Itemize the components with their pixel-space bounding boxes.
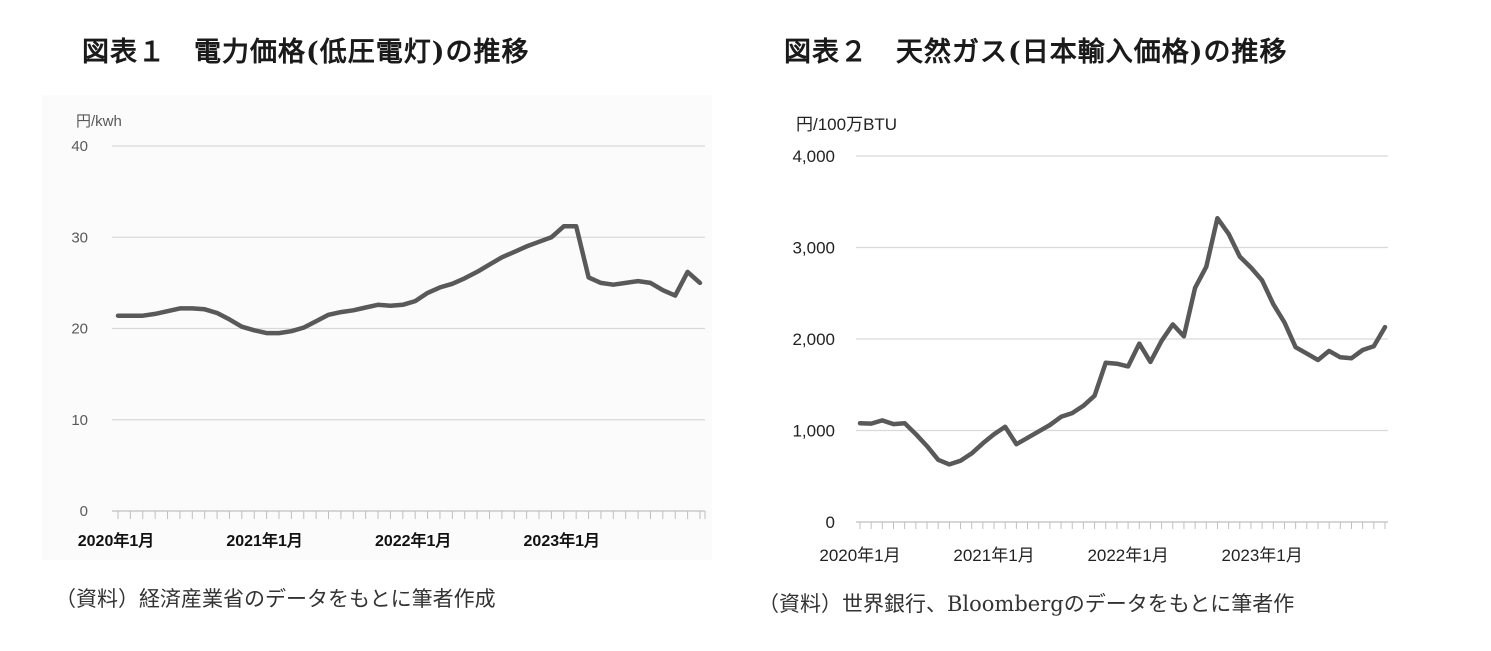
series-line (857, 215, 1388, 467)
y-tick-label: 1,000 (792, 422, 835, 441)
y-tick-label: 40 (71, 138, 88, 155)
x-tick-label: 2020年1月 (819, 546, 900, 565)
natural-gas-price-chart: 0 1,000 2,000 3,000 4,000 2020年1月 2021年1月 2022年… (792, 115, 1388, 565)
y-tick-label: 4,000 (792, 147, 835, 166)
electricity-price-chart: 0 10 20 30 40 2020年1月 2021年1月 2022年1月 2023年1月 円/k… (42, 95, 712, 560)
x-tick-label: 2021年1月 (953, 546, 1034, 565)
x-tick-label: 2020年1月 (78, 531, 155, 550)
x-tick-label: 2022年1月 (1087, 546, 1168, 565)
figure-2-title: 図表２ 天然ガス(日本輸入価格)の推移 (784, 37, 1288, 68)
x-tick-label: 2021年1月 (226, 531, 303, 550)
y-tick-label: 3,000 (792, 239, 835, 258)
y-tick-label: 30 (71, 229, 88, 246)
figure-1-panel: 図表１ 電力価格(低圧電灯)の推移 0 10 20 30 40 2020年1月 2021年1… (0, 0, 740, 651)
y-tick-label: 10 (71, 412, 88, 429)
x-tick-label: 2022年1月 (375, 531, 452, 550)
y-axis-unit-label: 円/100万BTU (796, 115, 897, 134)
y-axis-unit-label: 円/kwh (76, 113, 122, 130)
y-tick-label: 20 (71, 321, 88, 338)
x-tick-label: 2023年1月 (524, 531, 601, 550)
x-tick-label: 2023年1月 (1221, 546, 1302, 565)
y-tick-label: 0 (826, 513, 835, 532)
figure-1-source: （資料）経済産業省のデータをもとに筆者作成 (55, 587, 496, 611)
series-line (115, 224, 703, 336)
figure-2-panel: 図表２ 天然ガス(日本輸入価格)の推移 0 1,000 2,000 3,000 4,00… (740, 0, 1491, 651)
figure-1-title: 図表１ 電力価格(低圧電灯)の推移 (82, 37, 530, 68)
figure-2-source: （資料）世界銀行、Bloombergのデータをもとに筆者作 (758, 592, 1295, 616)
y-tick-label: 2,000 (792, 330, 835, 349)
plot-background (42, 95, 712, 560)
y-tick-label: 0 (80, 503, 88, 520)
